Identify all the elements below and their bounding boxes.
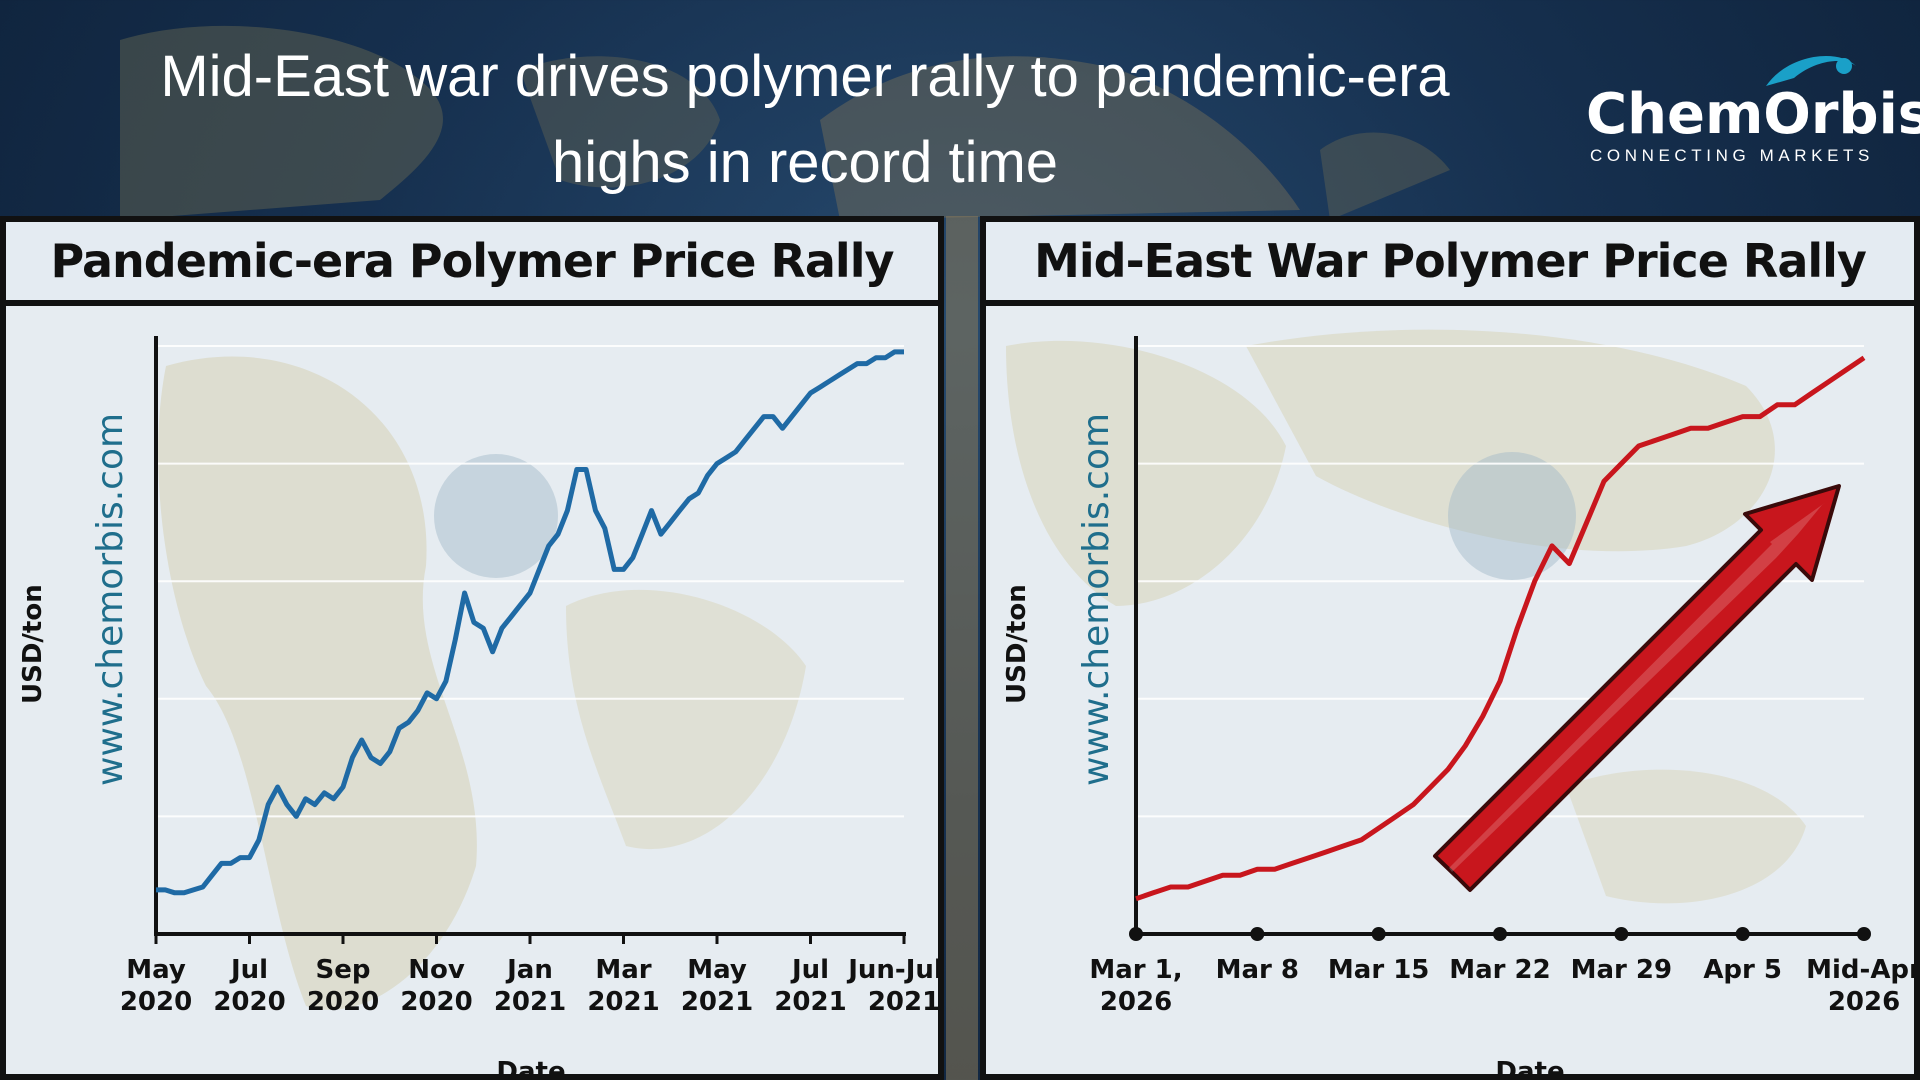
x-tick-label: Jan (505, 955, 553, 985)
pandemic-price-chart: May2020Jul2020Sep2020Nov2020Jan2021Mar20… (6, 306, 944, 1080)
watermark-text: www.chemorbis.com (1076, 412, 1117, 786)
logo-tagline: CONNECTING MARKETS (1590, 146, 1874, 165)
x-tick-label: Jul (790, 955, 829, 985)
headline-line-1: Mid-East war drives polymer rally to pan… (160, 44, 1450, 109)
y-axis-label: USD/ton (1002, 584, 1032, 704)
x-tick-dot (1129, 927, 1143, 941)
x-tick-label: 2021 (681, 987, 753, 1017)
chemorbis-logo: ChemOrbis CONNECTING MARKETS (1582, 46, 1920, 176)
x-tick-label: 2026 (1828, 987, 1900, 1017)
x-tick-dot (1493, 927, 1507, 941)
x-tick-label: Mar 8 (1216, 955, 1299, 985)
panel-header: Pandemic-era Polymer Price Rally (6, 222, 938, 306)
x-tick-label: 2020 (213, 987, 285, 1017)
x-tick-label: Sep (316, 955, 371, 985)
x-tick-label: Mar 1, (1089, 955, 1182, 985)
panel-header: Mid-East War Polymer Price Rally (986, 222, 1914, 306)
x-tick-label: Mar 15 (1328, 955, 1429, 985)
trend-arrow-icon (1433, 484, 1841, 892)
x-axis-label: Date (1495, 1057, 1564, 1080)
x-tick-label: May (687, 955, 747, 985)
x-tick-label: 2021 (868, 987, 940, 1017)
pandemic-price-line (156, 349, 904, 896)
x-tick-label: Nov (408, 955, 465, 985)
x-tick-label: 2020 (120, 987, 192, 1017)
x-tick-label: 2026 (1100, 987, 1172, 1017)
x-tick-label: Mar 22 (1449, 955, 1550, 985)
watermark-text: www.chemorbis.com (90, 412, 131, 786)
x-tick-dot (1371, 927, 1386, 941)
x-tick-label: Mid-Apr (1806, 955, 1920, 985)
grid-lines (156, 345, 904, 818)
x-tick-dot (1857, 927, 1871, 941)
pandemic-chart-panel: Pandemic-era Polymer Price Rally May 2020… (0, 216, 944, 1080)
x-tick-label: Mar 29 (1571, 955, 1672, 985)
x-tick-dot (1735, 927, 1750, 941)
chart-title: Mid-East War Polymer Price Rally (1034, 234, 1867, 288)
headline: Mid-East war drives polymer rally to pan… (100, 34, 1510, 206)
logo-swoosh-icon (1766, 55, 1856, 86)
x-tick-label: 2021 (587, 987, 659, 1017)
x-tick-label: Jul (229, 955, 268, 985)
headline-line-2: highs in record time (551, 130, 1059, 195)
x-ticks: May2020Jul2020Sep2020Nov2020Jan2021Mar20… (120, 934, 944, 1017)
logo-wordmark: ChemOrbis (1586, 82, 1920, 147)
x-tick-label: 2020 (307, 987, 379, 1017)
x-tick-label: Mar (595, 955, 651, 985)
x-tick-label: 2021 (774, 987, 846, 1017)
war-price-line (1135, 355, 1866, 902)
war-chart-panel: Mid-East War Polymer Price Rally Mar 1, 2… (980, 216, 1920, 1080)
chart-body: Mar 1, 2026 Mar 8 Mar 15 Mar 22 Mar 29 Apr 5 Mi… (986, 306, 1914, 1074)
x-tick-label: Jun-July (846, 955, 944, 985)
x-tick-label: May (126, 955, 186, 985)
x-tick-dot (1614, 927, 1629, 941)
x-tick-dot (1250, 927, 1265, 941)
x-axis-label: Date (496, 1057, 565, 1080)
x-tick-label: Apr 5 (1703, 955, 1782, 985)
chart-body: May 2020 Jul 2020 Sep 2020 Nov 2020 Jan 2021 Mar 20… (6, 306, 938, 1074)
x-tick-label: 2020 (400, 987, 472, 1017)
y-axis-label: USD/ton (18, 584, 48, 704)
x-tick-label: 2021 (494, 987, 566, 1017)
chart-title: Pandemic-era Polymer Price Rally (50, 234, 895, 288)
